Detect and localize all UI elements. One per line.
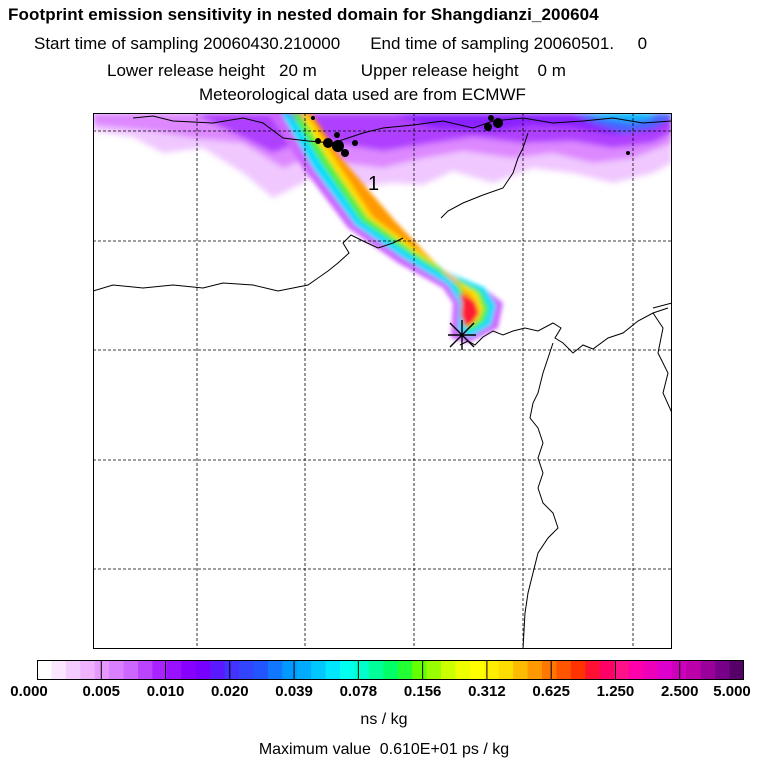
footprint-map: 1 bbox=[93, 113, 672, 649]
colorbar-cell bbox=[412, 660, 428, 680]
colorbar-cell bbox=[282, 660, 298, 680]
end-time-label: End time of sampling 20060501. 0 bbox=[370, 34, 648, 53]
start-time-label: Start time of sampling 20060430.210000 bbox=[34, 34, 341, 53]
colorbar-cell bbox=[109, 660, 125, 680]
colorbar-cell bbox=[51, 660, 67, 680]
colorbar-cell bbox=[166, 660, 182, 680]
grid-lines bbox=[93, 113, 672, 649]
colorbar-cell bbox=[628, 660, 644, 680]
colorbar-tick-label: 0.312 bbox=[468, 683, 506, 700]
colorbar-cell bbox=[224, 660, 240, 680]
colorbar-cell bbox=[527, 660, 543, 680]
maximum-value-label: Maximum value 0.610E+01 ps / kg bbox=[258, 741, 510, 758]
plot-title: Footprint emission sensitivity in nested… bbox=[8, 5, 599, 24]
upper-height-label: Upper release height 0 m bbox=[360, 61, 566, 80]
colorbar-cell bbox=[354, 660, 370, 680]
colorbar-cell bbox=[37, 660, 53, 680]
colorbar-cell bbox=[152, 660, 168, 680]
colorbar-cell bbox=[729, 660, 744, 680]
colorbar-cell bbox=[484, 660, 500, 680]
lower-height-label: Lower release height 20 m bbox=[107, 61, 317, 80]
colorbar-cell bbox=[441, 660, 457, 680]
receptor-star-icon bbox=[448, 320, 476, 350]
colorbar-cell bbox=[498, 660, 514, 680]
colorbar-cell bbox=[599, 660, 615, 680]
colorbar-tick-label: 2.500 bbox=[660, 683, 699, 700]
colorbar-cell bbox=[94, 660, 110, 680]
colorbar-tick-label: 0.078 bbox=[339, 683, 378, 700]
colorbar-cell bbox=[513, 660, 529, 680]
colorbar-tick-label: 0.000 bbox=[10, 683, 48, 700]
colorbar-tick-label: 1.250 bbox=[596, 683, 635, 700]
colorbar-cell bbox=[455, 660, 471, 680]
colorbar-cell bbox=[138, 660, 154, 680]
colorbar-cell bbox=[700, 660, 716, 680]
colorbar-tick-label: 0.010 bbox=[146, 683, 185, 700]
colorbar-cell bbox=[65, 660, 81, 680]
release-heights-line: Lower release height 20 m Upper release h… bbox=[107, 61, 768, 81]
colorbar-cell bbox=[614, 660, 630, 680]
colorbar-unit: ns / kg bbox=[360, 711, 408, 728]
colorbar-cell bbox=[570, 660, 586, 680]
colorbar-cell bbox=[253, 660, 269, 680]
colorbar-cell bbox=[311, 660, 327, 680]
colorbar-cell bbox=[195, 660, 211, 680]
colorbar-cell bbox=[426, 660, 442, 680]
colorbar-cell bbox=[397, 660, 413, 680]
colorbar-tick-label: 0.039 bbox=[275, 683, 313, 700]
colorbar-cell bbox=[123, 660, 139, 680]
colorbar-cell bbox=[715, 660, 731, 680]
sampling-times-line: Start time of sampling 20060430.210000 En… bbox=[34, 34, 768, 54]
emission-plume bbox=[268, 113, 503, 343]
colorbar-cell bbox=[585, 660, 601, 680]
colorbar-cell bbox=[80, 660, 96, 680]
plume-label: 1 bbox=[368, 173, 379, 195]
city-markers bbox=[311, 115, 630, 157]
colorbar-cell bbox=[368, 660, 384, 680]
colorbar bbox=[37, 660, 744, 680]
colorbar-cell bbox=[383, 660, 399, 680]
colorbar-tick-label: 0.005 bbox=[82, 683, 121, 700]
colorbar-cell bbox=[556, 660, 572, 680]
colorbar-cell bbox=[210, 660, 226, 680]
colorbar-cell bbox=[239, 660, 255, 680]
colorbar-cell bbox=[542, 660, 558, 680]
colorbar-cell bbox=[296, 660, 312, 680]
met-data-label: Meteorological data used are from ECMWF bbox=[199, 85, 526, 104]
colorbar-cell bbox=[643, 660, 659, 680]
colorbar-tick-label: 5.000 bbox=[713, 683, 751, 700]
colorbar-tick-label: 0.156 bbox=[403, 683, 442, 700]
colorbar-tick-label: 0.020 bbox=[211, 683, 249, 700]
coastlines bbox=[93, 115, 672, 649]
colorbar-tick-label: 0.625 bbox=[532, 683, 570, 700]
colorbar-cell bbox=[686, 660, 702, 680]
colorbar-cell bbox=[267, 660, 283, 680]
colorbar-cell bbox=[469, 660, 485, 680]
colorbar-cell bbox=[340, 660, 356, 680]
colorbar-cell bbox=[325, 660, 341, 680]
colorbar-cell bbox=[181, 660, 197, 680]
colorbar-cell bbox=[657, 660, 673, 680]
